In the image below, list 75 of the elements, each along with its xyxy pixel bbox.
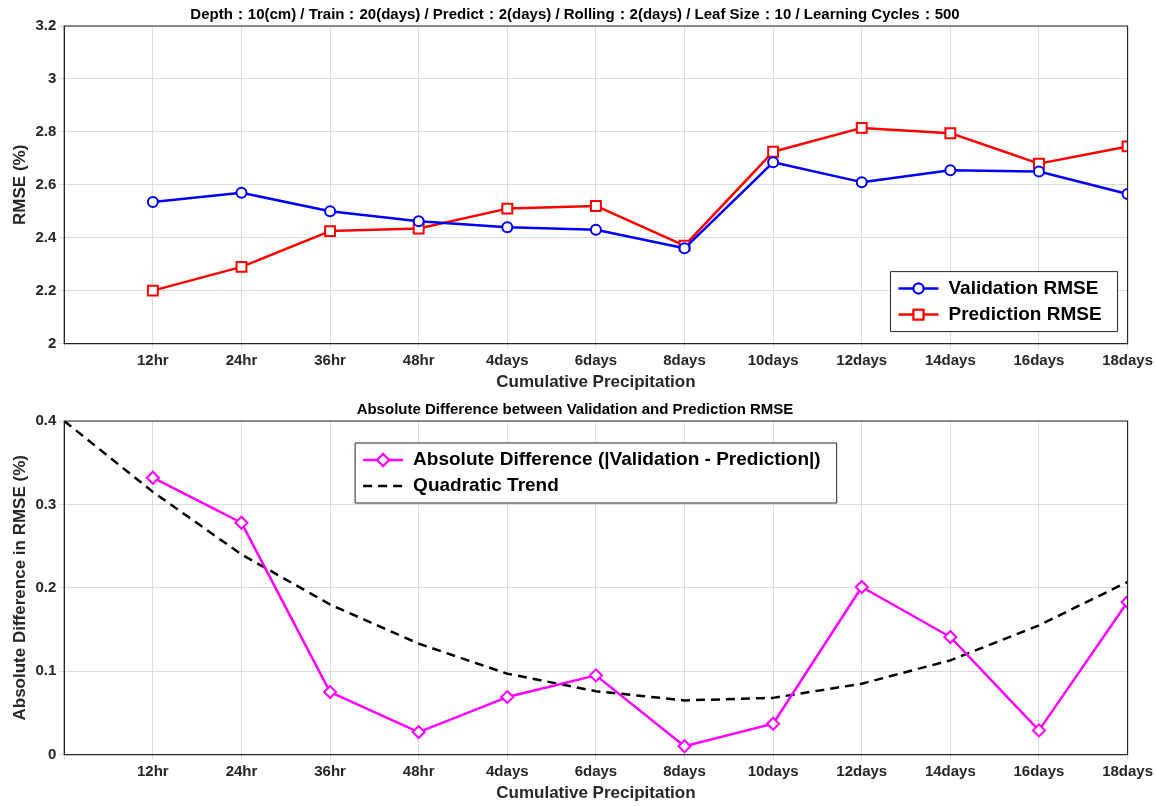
legend-label: Prediction RMSE: [948, 302, 1102, 324]
point: [501, 202, 514, 215]
x-tick-label: 18days: [1102, 350, 1153, 368]
point: [146, 196, 159, 208]
point: [501, 221, 514, 234]
x-tick-label: 6days: [574, 761, 618, 779]
point: [855, 176, 868, 189]
point: [145, 470, 160, 485]
x-tick-label: 12days: [836, 761, 888, 779]
y-axis-title: Absolute Difference in RMSE (%): [9, 455, 29, 721]
y-tick-label: 2.8: [35, 122, 57, 140]
x-tick-label: 16days: [1013, 350, 1065, 368]
x-tick-label: 14days: [924, 761, 976, 779]
x-tick-label: 6days: [574, 350, 618, 368]
point: [500, 690, 515, 705]
legend-label: Absolute Difference (|Validation - Prediction|): [413, 448, 821, 470]
x-tick-label: 8days: [663, 350, 706, 368]
y-tick-label: 2.2: [35, 280, 57, 298]
point: [677, 739, 692, 754]
y-axis-title: RMSE (%): [9, 144, 29, 225]
x-tick-label: 12hr: [137, 350, 169, 368]
point: [943, 630, 958, 645]
chart-title: Depth：10(cm) / Train：20(days) / Predict：2(days) / Rolling：2(days) / Leaf Size：10 / Learning Cycles：500: [190, 5, 960, 23]
legend-label: Validation RMSE: [948, 276, 1099, 298]
y-tick-label: 0.4: [35, 411, 57, 429]
y-tick-label: 0.1: [35, 661, 57, 679]
y-tick-label: 0: [47, 744, 57, 762]
y-tick-label: 2.6: [35, 174, 57, 192]
x-tick-label: 18days: [1102, 761, 1153, 779]
y-tick-label: 0.3: [35, 494, 57, 512]
point: [324, 225, 337, 238]
x-tick-label: 36hr: [314, 761, 347, 779]
y-tick-label: 3.2: [35, 16, 57, 34]
y-tick-label: 2: [47, 333, 57, 351]
point: [944, 164, 957, 177]
x-axis-title: Cumulative Precipitation: [496, 783, 696, 803]
point: [1031, 723, 1046, 738]
point: [411, 725, 426, 740]
point: [146, 284, 159, 297]
point: [323, 685, 338, 700]
x-tick-label: 10days: [747, 761, 799, 779]
x-axis-title: Cumulative Precipitation: [496, 372, 696, 392]
point: [1032, 165, 1045, 178]
x-tick-label: 36hr: [314, 350, 347, 368]
x-tick-label: 4days: [486, 761, 529, 779]
x-tick-label: 16days: [1013, 761, 1065, 779]
legend-label: Quadratic Trend: [413, 474, 559, 496]
y-tick-label: 2.4: [35, 227, 57, 245]
point: [855, 121, 868, 134]
x-tick-label: 12days: [836, 350, 888, 368]
point: [412, 215, 425, 228]
y-tick-label: 3: [47, 69, 57, 87]
x-tick-label: 24hr: [225, 761, 258, 779]
point: [854, 579, 869, 594]
x-tick-label: 4days: [486, 350, 529, 368]
point: [767, 145, 780, 158]
point: [324, 205, 337, 218]
x-tick-label: 8days: [663, 761, 706, 779]
x-tick-label: 48hr: [402, 761, 435, 779]
point: [589, 200, 602, 212]
point: [944, 127, 957, 140]
point: [767, 156, 780, 169]
point: [766, 716, 781, 731]
x-tick-label: 10days: [747, 350, 799, 368]
point: [588, 668, 603, 683]
x-tick-label: 24hr: [225, 350, 258, 368]
point: [235, 186, 248, 199]
chart-title: Absolute Difference between Validation and Prediction RMSE: [356, 400, 794, 418]
x-tick-label: 12hr: [137, 761, 169, 779]
y-tick-label: 0.2: [35, 577, 57, 595]
x-tick-label: 48hr: [402, 350, 435, 368]
point: [234, 515, 249, 530]
x-tick-label: 14days: [924, 350, 976, 368]
point: [235, 260, 248, 273]
point: [589, 223, 602, 236]
